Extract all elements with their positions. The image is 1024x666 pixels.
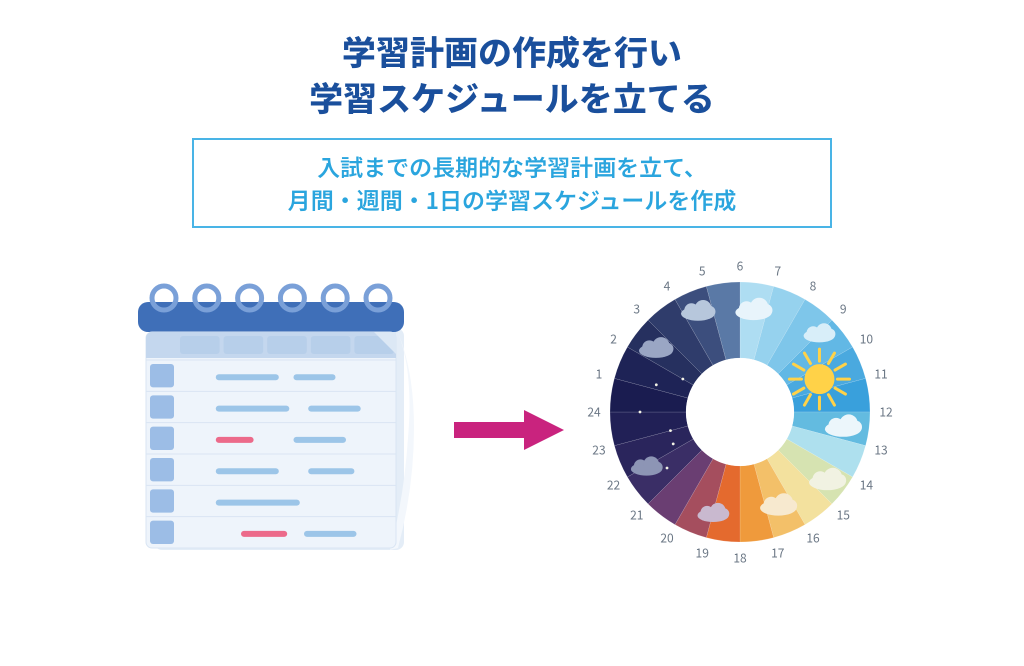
hour-label-10: 10 [860,331,873,348]
hour-label-19: 19 [696,545,709,562]
title-line-1: 学習計画の作成を行い [0,28,1024,74]
hour-label-22: 22 [607,477,620,494]
hour-label-1: 1 [596,366,603,383]
main-title: 学習計画の作成を行い 学習スケジュールを立てる [0,0,1024,120]
arrow-icon [454,408,564,452]
day-clock-chart: 123456789101112131415161718192021222324 [580,246,900,566]
subtitle-line-2: 月間・週間・1日の学習スケジュールを作成 [210,183,814,216]
hour-label-12: 12 [879,404,892,421]
hour-label-6: 6 [737,258,744,275]
hour-label-7: 7 [774,262,781,279]
calendar-illustration [130,270,420,570]
clock-svg [580,246,900,578]
hour-label-8: 8 [810,277,817,294]
hour-label-20: 20 [660,530,673,547]
hour-label-24: 24 [587,404,600,421]
infographic-root: 学習計画の作成を行い 学習スケジュールを立てる 入試までの長期的な学習計画を立て… [0,0,1024,666]
hour-label-2: 2 [610,331,617,348]
hour-label-14: 14 [860,477,873,494]
hour-label-18: 18 [733,550,746,567]
hour-label-17: 17 [771,545,784,562]
hour-label-11: 11 [874,366,887,383]
hour-label-5: 5 [699,262,706,279]
hour-label-4: 4 [664,277,671,294]
title-line-2: 学習スケジュールを立てる [0,74,1024,120]
illustration-row: 123456789101112131415161718192021222324 [0,252,1024,612]
subtitle-box: 入試までの長期的な学習計画を立て、 月間・週間・1日の学習スケジュールを作成 [192,138,832,229]
subtitle-line-1: 入試までの長期的な学習計画を立て、 [210,150,814,183]
hour-label-9: 9 [840,300,847,317]
hour-label-16: 16 [806,530,819,547]
hour-label-3: 3 [633,300,640,317]
hour-label-13: 13 [874,441,887,458]
calendar-svg [130,270,420,570]
hour-label-23: 23 [592,441,605,458]
hour-label-21: 21 [630,507,643,524]
hour-label-15: 15 [837,507,850,524]
